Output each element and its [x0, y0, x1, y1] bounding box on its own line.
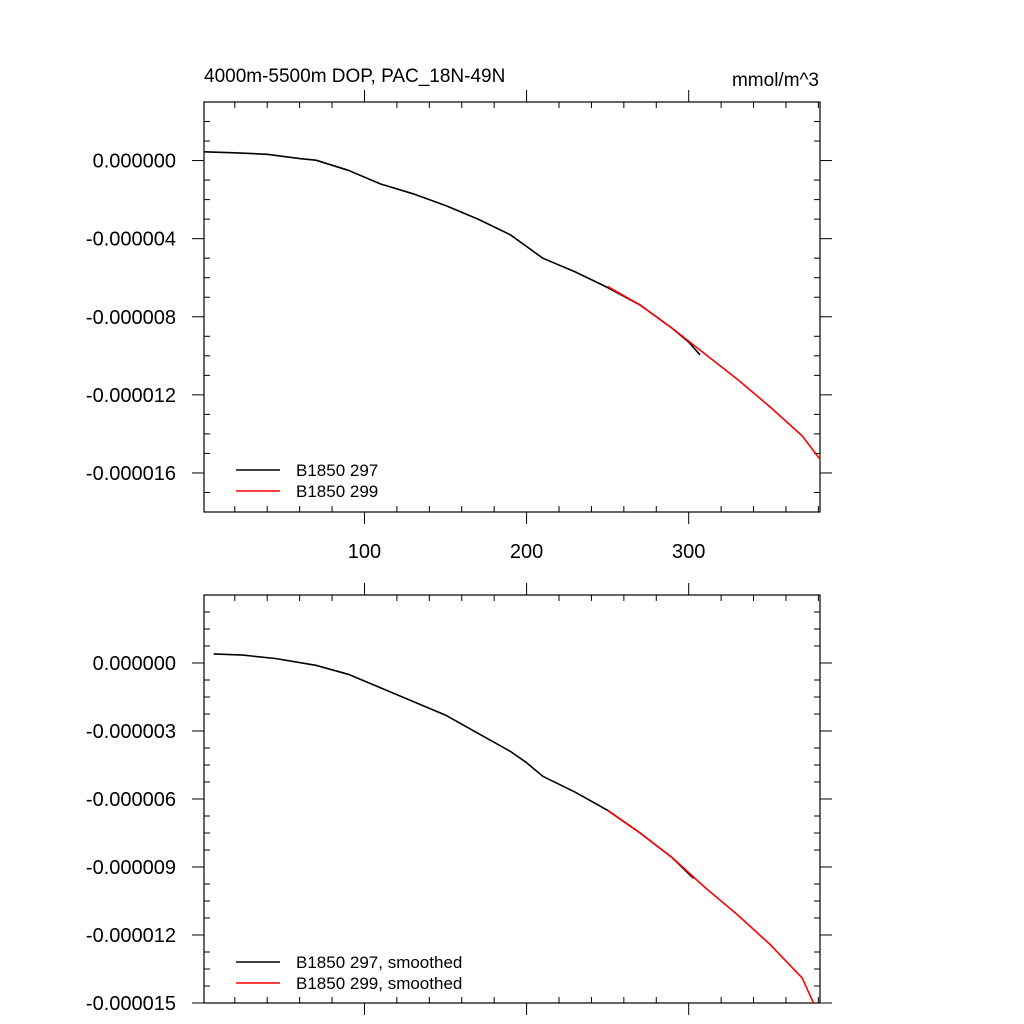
plot-frame — [203, 101, 821, 513]
y-tick-label: -0.000012 — [86, 385, 176, 407]
legend-label: B1850 299 — [296, 482, 378, 501]
y-tick-label: -0.000008 — [86, 307, 176, 329]
y-tick-label: 0.000000 — [93, 151, 176, 173]
panel-top: 100 200 300 0.000000 -0.000004 -0.000008 -0.00… — [86, 90, 832, 563]
series-line-2 — [607, 809, 815, 1004]
legend-label: B1850 297 — [296, 461, 378, 480]
y-tick-label: 0.000000 — [93, 653, 176, 675]
chart-units: mmol/m^3 — [732, 70, 819, 91]
y-tick-label: -0.000009 — [86, 857, 176, 879]
y-tick-label: -0.000004 — [86, 229, 176, 251]
y-tick-label: -0.000003 — [86, 721, 176, 743]
plot-frame — [203, 594, 821, 1004]
panel-bottom: 0.000000 -0.000003 -0.000006 -0.000009 -0.00… — [86, 583, 832, 1015]
y-tick-label: -0.000016 — [86, 463, 176, 485]
x-tick-label: 200 — [510, 541, 543, 563]
series-line-1 — [203, 151, 701, 356]
series-line-1 — [213, 653, 695, 879]
chart-title: 4000m-5500m DOP, PAC_18N-49N — [204, 66, 505, 87]
x-tick-label: 300 — [672, 541, 705, 563]
series-line-2 — [607, 285, 821, 460]
legend-label: B1850 297, smoothed — [296, 953, 462, 972]
legend-label: B1850 299, smoothed — [296, 974, 462, 993]
x-tick-label: 100 — [348, 541, 381, 563]
y-tick-label: -0.000015 — [86, 993, 176, 1015]
y-tick-label: -0.000006 — [86, 789, 176, 811]
y-tick-label: -0.000012 — [86, 925, 176, 947]
